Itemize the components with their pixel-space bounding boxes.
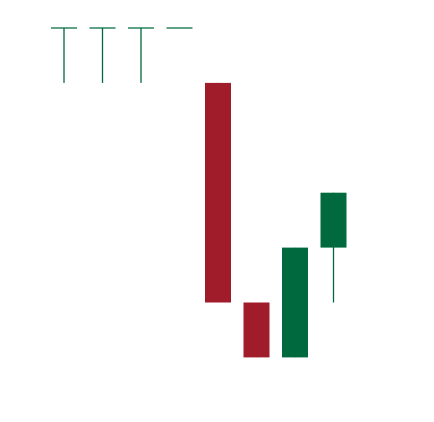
candles-group bbox=[51, 27, 347, 358]
candle-body bbox=[205, 82, 231, 303]
candle-body bbox=[320, 192, 347, 248]
candle-body bbox=[243, 302, 270, 358]
candle-body bbox=[282, 247, 308, 358]
